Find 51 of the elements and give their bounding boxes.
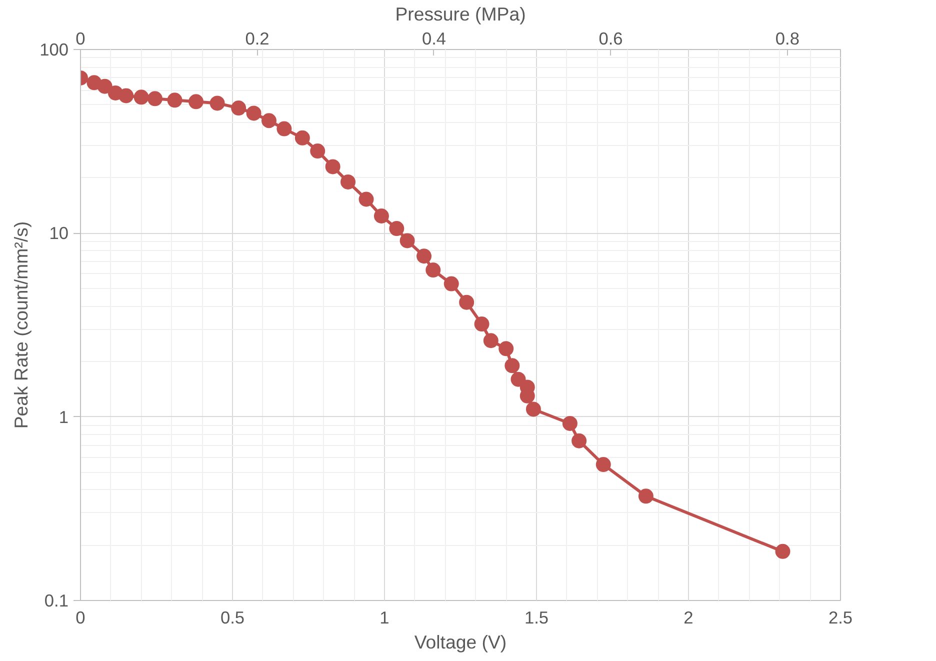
point <box>526 402 541 417</box>
point <box>167 92 182 108</box>
y-tick-label: 0.1 <box>44 590 69 610</box>
x2-axis-title: Pressure (MPa) <box>395 4 526 24</box>
x-tick-label: 1 <box>380 608 390 628</box>
point <box>775 544 790 559</box>
point <box>231 100 246 116</box>
y-tick-label: 1 <box>58 406 69 427</box>
point <box>147 91 162 106</box>
y-axis-title: Peak Rate (count/mm²/s) <box>10 221 32 429</box>
point <box>504 358 520 374</box>
x-tick-label: 0 <box>76 608 86 628</box>
point <box>325 159 340 174</box>
x2-tick-label: 0.2 <box>245 28 270 48</box>
y-tick-label: 10 <box>49 223 69 244</box>
point <box>246 106 262 121</box>
point <box>134 90 149 105</box>
x2-tick-label: 0.6 <box>598 28 623 48</box>
x-axis-title: Voltage (V) <box>414 632 507 652</box>
point <box>444 276 459 292</box>
point <box>416 248 432 264</box>
point <box>358 192 374 207</box>
point <box>374 208 389 224</box>
point <box>210 96 225 111</box>
x2-tick-label: 0.8 <box>775 28 800 48</box>
point <box>294 130 310 146</box>
point <box>498 341 514 356</box>
point <box>572 433 587 448</box>
point <box>389 221 404 236</box>
y-tick-label: 100 <box>40 40 69 60</box>
point <box>118 88 134 104</box>
x-tick-label: 1.5 <box>524 608 549 628</box>
point <box>340 174 356 190</box>
x2-tick-label: 0 <box>76 28 86 48</box>
point <box>400 233 415 248</box>
x-tick-label: 0.5 <box>220 608 245 628</box>
point <box>261 113 276 128</box>
point <box>310 144 326 159</box>
point <box>97 78 112 94</box>
x2-tick-label: 0.4 <box>422 28 446 48</box>
point <box>459 294 474 310</box>
point <box>474 316 490 332</box>
point <box>276 121 292 136</box>
point <box>562 416 578 431</box>
point <box>188 94 204 110</box>
point <box>483 333 498 348</box>
point <box>596 457 611 472</box>
x-tick-label: 2.5 <box>828 608 853 628</box>
x-tick-label: 2 <box>684 608 694 628</box>
point <box>426 262 441 278</box>
point <box>638 488 654 504</box>
